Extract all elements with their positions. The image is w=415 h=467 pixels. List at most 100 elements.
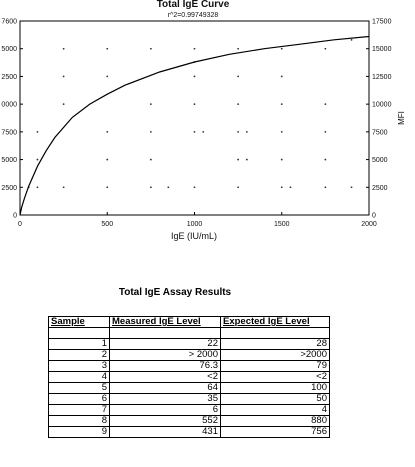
cell-expected: 28 <box>220 338 330 350</box>
y-tick-label-left: 2500 <box>1 74 17 81</box>
cell-sample: 4 <box>48 371 110 383</box>
cell-expected: <2 <box>220 371 330 383</box>
data-point <box>324 47 327 50</box>
data-point <box>237 75 240 78</box>
x-tick-label: 500 <box>101 221 113 228</box>
cell-sample: 6 <box>48 393 110 405</box>
assay-results-table: Sample Measured IgE Level Expected IgE L… <box>48 316 330 438</box>
cell-expected: 756 <box>220 426 330 438</box>
fit-curve <box>19 35 370 216</box>
x-axis-label: IgE (IU/mL) <box>171 231 217 241</box>
table-row: 8 552 880 <box>48 415 330 427</box>
data-point <box>324 186 327 189</box>
data-point <box>36 158 39 161</box>
cell-measured: 64 <box>109 382 221 394</box>
y-tick-label-right: 5000 <box>372 157 388 164</box>
y-tick-label-right: 12500 <box>372 74 392 81</box>
data-point <box>62 186 65 189</box>
cell-measured: 552 <box>109 415 221 427</box>
data-point <box>193 130 196 133</box>
y-tick-label-left: 0000 <box>1 102 17 109</box>
cell-expected: >2000 <box>220 349 330 361</box>
data-point <box>280 103 283 106</box>
cell-sample: 2 <box>48 349 110 361</box>
cell-measured: 35 <box>109 393 221 405</box>
data-point <box>62 47 65 50</box>
data-point <box>36 186 39 189</box>
cell-measured: <2 <box>109 371 221 383</box>
y-tick-label-left: 5000 <box>1 46 17 53</box>
data-point <box>149 158 152 161</box>
data-point <box>350 186 353 189</box>
y-tick-label-right: 10000 <box>372 102 392 109</box>
data-point <box>36 130 39 133</box>
y-tick-label-right: 15000 <box>372 46 392 53</box>
cell-expected: 50 <box>220 393 330 405</box>
y-tick-label-right: 17500 <box>372 19 392 26</box>
data-point <box>202 130 205 133</box>
cell-measured: 6 <box>109 404 221 416</box>
data-point <box>280 130 283 133</box>
data-point <box>324 103 327 106</box>
chart-title: Total IgE Curve <box>157 0 230 10</box>
cell-measured <box>109 327 221 339</box>
data-point <box>62 75 65 78</box>
data-point <box>237 186 240 189</box>
y-tick-label-left: 5000 <box>1 157 17 164</box>
ige-curve-chart: Total IgE Curve r^2=0.99749328 0 500 1000 1… <box>1 0 406 241</box>
data-point <box>106 130 109 133</box>
data-point <box>350 38 353 41</box>
cell-sample: 9 <box>48 426 110 438</box>
data-point <box>193 75 196 78</box>
cell-sample: 7 <box>48 404 110 416</box>
y-tick-label-right: 7500 <box>372 129 388 136</box>
y-tick-label-left: 7600 <box>1 19 17 26</box>
table-row <box>48 327 330 339</box>
data-point <box>106 186 109 189</box>
y-axis-label-right: MFI <box>397 111 406 125</box>
cell-measured: > 2000 <box>109 349 221 361</box>
data-point <box>62 103 65 106</box>
data-point <box>106 158 109 161</box>
table-row: 6 35 50 <box>48 393 330 405</box>
table-row: 1 22 28 <box>48 338 330 350</box>
data-point <box>106 47 109 50</box>
cell-sample <box>48 327 110 339</box>
cell-expected: 880 <box>220 415 330 427</box>
data-point <box>193 103 196 106</box>
cell-expected: 4 <box>220 404 330 416</box>
data-point <box>289 186 292 189</box>
cell-sample: 1 <box>48 338 110 350</box>
data-point <box>149 47 152 50</box>
y-tick-label-left: 2500 <box>1 185 17 192</box>
data-point <box>193 47 196 50</box>
data-point <box>167 186 170 189</box>
table-header-row: Sample Measured IgE Level Expected IgE L… <box>48 316 330 328</box>
data-point <box>245 158 248 161</box>
x-tick-label: 2000 <box>361 221 377 228</box>
cell-sample: 3 <box>48 360 110 372</box>
table-title: Total IgE Assay Results <box>118 287 232 298</box>
cell-expected <box>220 327 330 339</box>
table-row: 2 > 2000 >2000 <box>48 349 330 361</box>
data-point <box>324 130 327 133</box>
cell-expected: 79 <box>220 360 330 372</box>
table-row: 5 64 100 <box>48 382 330 394</box>
y-tick-label-left: 7500 <box>1 129 17 136</box>
cell-measured: 431 <box>109 426 221 438</box>
header-expected: Expected IgE Level <box>220 316 330 328</box>
cell-measured: 76.3 <box>109 360 221 372</box>
header-sample: Sample <box>48 316 110 328</box>
cell-expected: 100 <box>220 382 330 394</box>
y-tick-label-right: 2500 <box>372 185 388 192</box>
data-point <box>237 103 240 106</box>
data-point <box>149 186 152 189</box>
x-tick-label: 1000 <box>187 221 203 228</box>
data-point <box>106 75 109 78</box>
table-row: 4 <2 <2 <box>48 371 330 383</box>
header-measured: Measured IgE Level <box>109 316 221 328</box>
table-row: 9 431 756 <box>48 426 330 438</box>
data-point <box>149 103 152 106</box>
x-tick-label: 1500 <box>274 221 290 228</box>
